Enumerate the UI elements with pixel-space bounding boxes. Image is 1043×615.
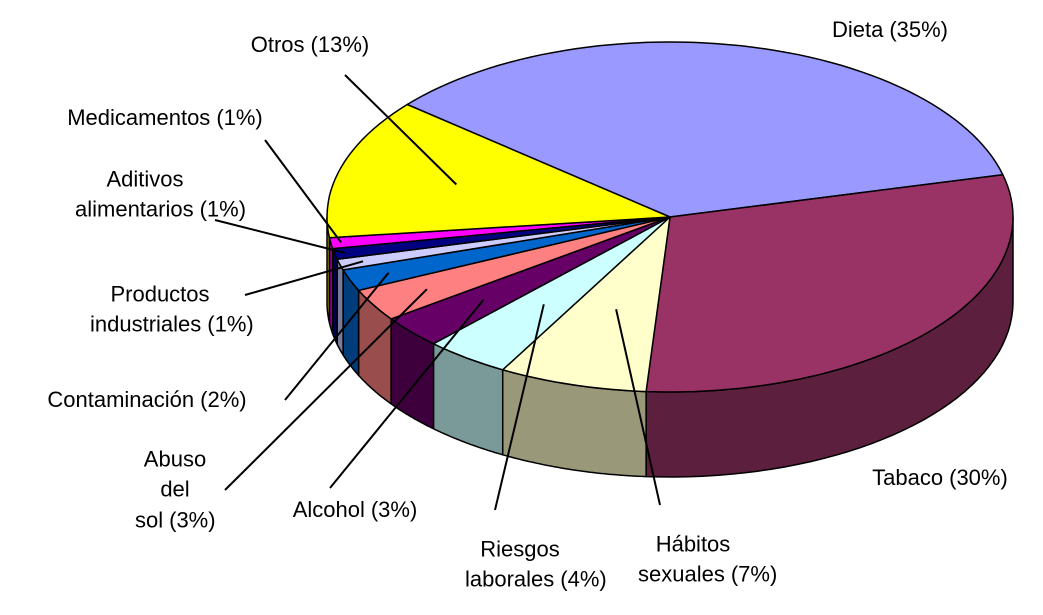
leader-line <box>244 260 364 296</box>
value-label: (1%) <box>216 104 263 130</box>
category-label: Aditivos alimentarios <box>75 166 194 222</box>
leader-line <box>494 304 545 511</box>
leader-line <box>214 219 346 254</box>
pie-sides <box>326 216 1014 478</box>
category-label: Abuso del sol <box>135 446 207 533</box>
value-label: (3%) <box>370 496 418 522</box>
data-label: Alcohol (3%) <box>245 495 465 525</box>
category-label: Tabaco <box>872 464 944 490</box>
data-label: Aditivos alimentarios (1%) <box>75 165 246 226</box>
value-label: (1%) <box>199 197 247 222</box>
data-label: Riesgos laborales (4%) <box>465 535 607 596</box>
value-label: (35%) <box>889 16 949 42</box>
slice <box>326 103 671 239</box>
value-label: (13%) <box>310 31 370 57</box>
leader-line <box>224 288 428 491</box>
slice <box>390 216 671 345</box>
category-label: Riesgos laborales <box>465 536 560 592</box>
slice <box>406 41 1004 218</box>
category-label: Dieta <box>831 16 884 42</box>
slice-side <box>336 258 344 356</box>
leader-line <box>284 272 390 401</box>
data-label: Productos industriales (1%) <box>90 280 254 341</box>
category-label: Medicamentos <box>67 104 211 130</box>
data-label: Tabaco (30%) <box>820 463 1043 493</box>
slice <box>645 173 1014 393</box>
category-label: Otros <box>250 31 305 57</box>
leader-line <box>344 74 458 186</box>
value-label: (1%) <box>207 312 254 337</box>
slice <box>501 216 671 393</box>
category-label: Productos industriales <box>90 281 210 337</box>
data-label: Abuso del sol (3%) <box>135 444 216 535</box>
slice <box>357 216 671 320</box>
value-label: (3%) <box>169 507 216 533</box>
data-label: Dieta (35%) <box>770 15 1010 45</box>
value-label: (7%) <box>730 562 778 587</box>
leader-lines <box>214 74 661 511</box>
data-label: Medicamentos (1%) <box>15 103 315 133</box>
value-label: (2%) <box>200 386 247 412</box>
category-label: Alcohol <box>292 496 365 522</box>
pie-tops <box>326 41 1014 393</box>
leader-line <box>329 299 485 489</box>
data-label: Contaminación (2%) <box>0 385 297 415</box>
leader-line <box>264 139 342 243</box>
value-label: (4%) <box>560 567 607 592</box>
category-label: Contaminación <box>47 386 195 412</box>
value-label: (30%) <box>949 464 1008 490</box>
data-label: Hábitos sexuales (7%) <box>638 530 777 591</box>
category-label: Hábitos sexuales <box>638 531 731 587</box>
data-label: Otros (13%) <box>200 30 420 60</box>
slice <box>432 216 671 371</box>
leader-line <box>615 309 661 506</box>
